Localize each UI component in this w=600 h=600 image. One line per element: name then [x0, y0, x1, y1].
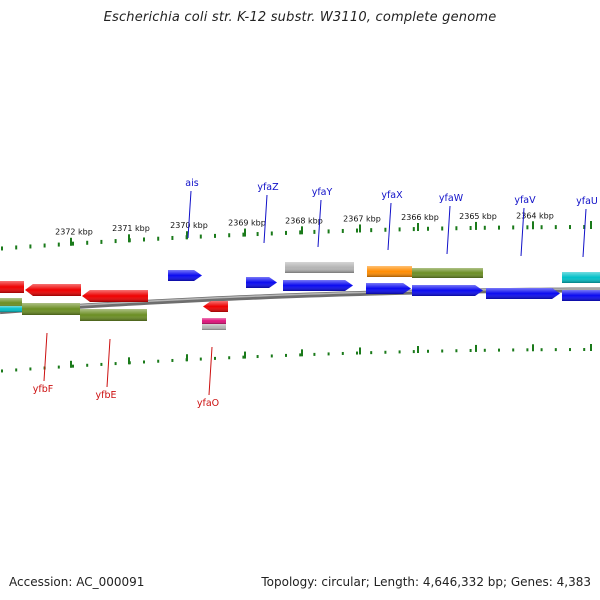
gene-yfaW[interactable] — [412, 285, 483, 296]
gene-yfaV[interactable] — [486, 288, 560, 299]
gene-label-bottom[interactable]: yfaO — [197, 398, 219, 409]
gene-yfaO[interactable] — [203, 301, 228, 312]
gene-yfbE[interactable] — [82, 290, 148, 302]
gene-yfaO-pseudo[interactable] — [202, 324, 226, 330]
gene-label-top[interactable]: yfaV — [514, 195, 536, 206]
gene-yfbF-region[interactable] — [22, 303, 80, 315]
gene-yfaU-region[interactable] — [562, 272, 600, 283]
gene-yfbF[interactable] — [25, 284, 81, 296]
gene-label-top[interactable]: yfaY — [312, 187, 333, 198]
gene-yfbE-region[interactable] — [80, 309, 147, 321]
gene-left-partial[interactable] — [0, 281, 24, 293]
gene-olive-left[interactable] — [0, 298, 22, 308]
gene-yfaX[interactable] — [366, 283, 411, 294]
gene-label-top[interactable]: yfaZ — [257, 182, 279, 193]
scale-tick-label: 2368 kbp — [285, 216, 323, 225]
scale-tick-label: 2369 kbp — [228, 218, 266, 227]
gene-features — [0, 262, 600, 330]
gene-yfaW-region[interactable] — [412, 268, 483, 278]
genome-summary-text: Topology: circular; Length: 4,646,332 bp… — [261, 575, 591, 589]
scale-tick-label: 2366 kbp — [401, 213, 439, 222]
scale-tick-label: 2365 kbp — [459, 212, 497, 221]
gene-yfaY-pseudo[interactable] — [285, 262, 354, 273]
gene-label-top[interactable]: ais — [185, 178, 198, 189]
accession-text: Accession: AC_000091 — [9, 575, 145, 589]
gene-label-top[interactable]: yfaX — [381, 190, 403, 201]
gene-label-bottom[interactable]: yfbE — [96, 390, 117, 401]
gene-label-top[interactable]: yfaW — [439, 193, 464, 204]
gene-label-bottom[interactable]: yfbF — [33, 384, 53, 395]
map-title: Escherichia coli str. K-12 substr. W3110… — [103, 10, 497, 25]
scale-tick-label: 2372 kbp — [55, 228, 93, 237]
gene-yfaX-region[interactable] — [367, 266, 412, 277]
scale-tick-label: 2364 kbp — [516, 211, 554, 220]
gene-cyan-left[interactable] — [0, 306, 22, 312]
gene-ais[interactable] — [168, 270, 202, 281]
scale-tick-label: 2367 kbp — [343, 214, 381, 223]
scale-tick-label: 2371 kbp — [112, 224, 150, 233]
gene-yfaZ[interactable] — [246, 277, 277, 288]
gene-yfaO-region[interactable] — [202, 318, 226, 324]
gene-label-top[interactable]: yfaU — [576, 196, 598, 207]
gene-labels: ais yfaZ yfaY yfaX yfaW yfaV yfaU yfbF yfbE yfaO — [33, 178, 598, 409]
gene-yfaU[interactable] — [562, 290, 600, 301]
gene-yfaY[interactable] — [283, 280, 353, 291]
